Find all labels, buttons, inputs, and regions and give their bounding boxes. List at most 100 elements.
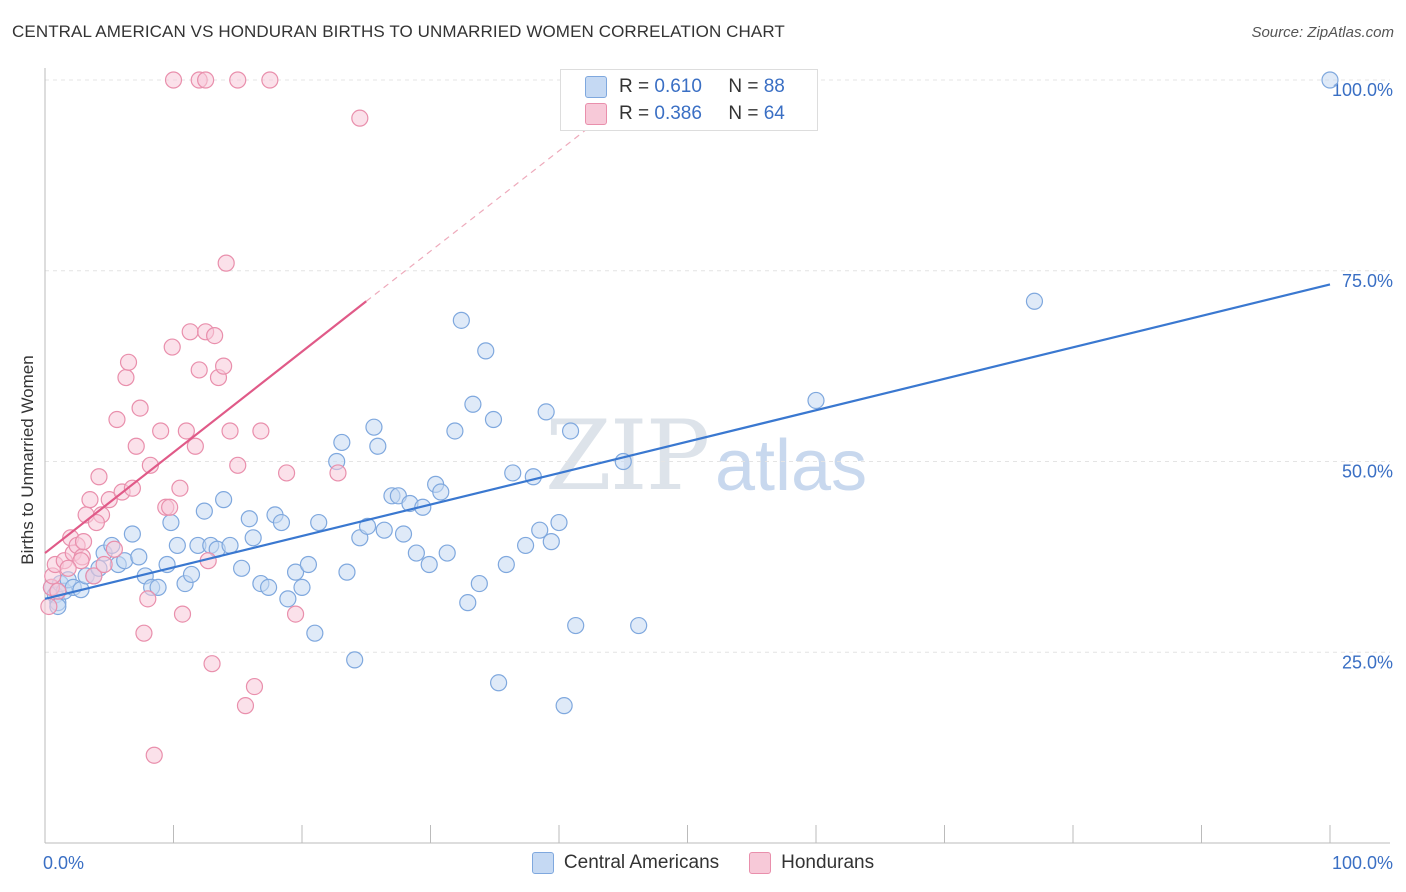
point-central-american [1025,292,1044,310]
point-honduran [105,540,123,558]
point-central-american [240,510,258,528]
point-central-american [531,521,549,539]
point-central-american [464,395,482,413]
point-honduran [351,109,369,127]
x-tick-label: 0.0% [43,853,84,873]
stats-n-value: 88 [763,76,785,97]
point-central-american [299,555,318,574]
point-central-american [432,483,450,501]
point-central-american [130,548,148,566]
point-honduran [236,697,255,715]
point-central-american [233,559,251,577]
point-central-american [542,533,560,551]
point-central-american [555,697,573,715]
point-honduran [135,624,153,642]
legend-item-hondurans[interactable]: Hondurans [749,852,874,874]
legend-swatch-pink [749,852,772,874]
point-central-american [221,536,239,555]
point-honduran [329,464,347,482]
stats-n-label: N = [728,76,764,97]
point-honduran [87,513,106,532]
point-honduran [152,422,170,440]
point-central-american [215,491,233,509]
series-legend: Central Americans Hondurans [0,852,1406,874]
point-honduran [173,605,192,623]
stats-legend: R = 0.610 N = 88 R = 0.386 N = 64 [560,69,818,131]
chart-title: CENTRAL AMERICAN VS HONDURAN BIRTHS TO U… [12,22,785,41]
point-honduran [81,491,99,509]
watermark-atlas: atlas [715,426,868,506]
stats-n-value: 64 [763,103,785,124]
legend-label: Central Americans [563,852,720,873]
point-central-american [259,578,278,596]
point-central-american [286,563,305,581]
point-honduran [221,422,239,440]
point-central-american [630,616,648,635]
point-central-american [1321,71,1339,89]
point-central-american [365,418,383,436]
trendline-central-americans [44,283,1331,600]
point-honduran [95,555,113,574]
point-central-american [182,565,201,584]
chart-source: Source: ZipAtlas.com [1251,24,1394,41]
point-honduran [40,597,58,616]
point-honduran [72,552,90,570]
point-central-american [338,563,356,581]
point-honduran [206,327,224,345]
point-honduran [100,491,118,509]
point-central-american [537,403,555,421]
point-honduran [119,353,138,371]
point-central-american [369,437,387,455]
point-honduran [215,357,233,375]
point-honduran [203,655,221,673]
stats-swatch-pink [585,103,607,125]
point-central-american [346,651,364,669]
stats-r-label: R = [619,103,655,124]
point-honduran [252,422,270,440]
point-central-american [407,544,425,562]
stats-r-value: 0.610 [654,76,702,97]
point-honduran [171,479,189,497]
point-honduran [229,71,247,89]
point-honduran [190,361,208,379]
point-central-american [244,529,262,547]
legend-item-central-americans[interactable]: Central Americans [531,852,720,874]
point-central-american [375,521,393,539]
point-central-american [149,578,167,596]
point-central-american [470,574,488,593]
point-central-american [459,594,477,612]
point-honduran [139,590,157,608]
point-central-american [524,468,542,486]
point-central-american [293,578,311,596]
point-central-american [446,422,464,440]
point-honduran [197,71,215,89]
trendline-hondurans [44,300,367,554]
trendline-hondurans-extension [365,125,592,302]
point-central-american [168,536,186,555]
point-honduran [181,323,199,341]
point-honduran [74,533,93,551]
point-central-american [279,590,297,608]
point-honduran [217,254,235,272]
point-honduran [286,605,305,623]
point-honduran [117,368,135,387]
point-honduran [131,399,149,417]
point-honduran [261,71,279,89]
point-central-american [162,513,180,532]
point-central-american [516,536,535,555]
legend-swatch-blue [531,852,554,874]
point-honduran [90,468,108,486]
point-central-american [484,410,503,429]
point-honduran [123,479,141,497]
stats-r-label: R = [619,76,655,97]
point-central-american [123,525,141,543]
point-honduran [164,71,183,89]
point-central-american [272,513,291,532]
point-honduran [163,338,181,356]
point-honduran [161,498,179,516]
point-central-american [195,502,213,520]
point-central-american [807,391,825,410]
point-central-american [504,464,522,482]
point-honduran [229,456,247,474]
point-honduran [59,559,77,577]
